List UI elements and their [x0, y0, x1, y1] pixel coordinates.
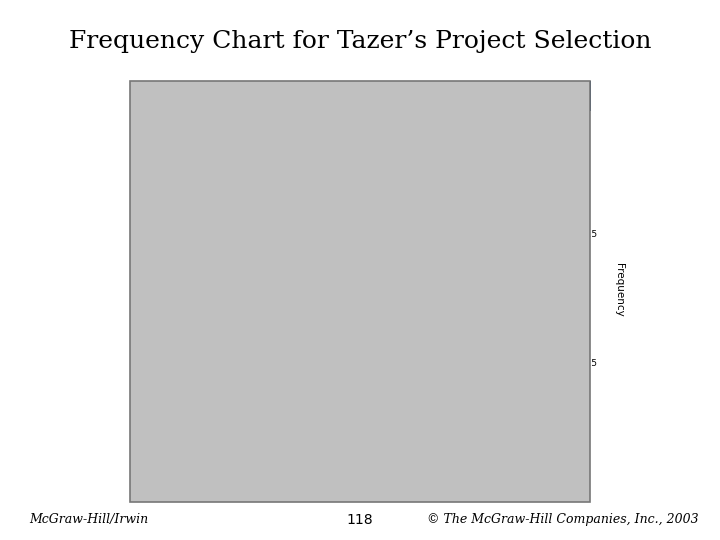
Text: 500 Trials: 500 Trials	[139, 134, 199, 144]
Text: ◄: ◄	[443, 471, 451, 482]
FancyBboxPatch shape	[364, 463, 420, 490]
Bar	[294, 424, 298, 427]
Bar	[246, 426, 251, 427]
Bar	[242, 426, 246, 427]
Bar	[290, 424, 294, 427]
Bar	[225, 426, 229, 427]
Text: Certainty: Certainty	[271, 471, 329, 482]
Bar	[233, 426, 238, 427]
Text: 100.00: 100.00	[179, 471, 218, 482]
Y-axis label: Probability: Probability	[135, 262, 145, 318]
Text: Edit: Edit	[143, 114, 163, 124]
Bar	[303, 426, 307, 427]
Text: View: View	[249, 114, 274, 124]
Text: McGraw-Hill/Irwin: McGraw-Hill/Irwin	[29, 514, 148, 526]
Bar	[217, 426, 220, 427]
Bar	[311, 426, 315, 427]
Bar	[230, 426, 233, 427]
Y-axis label: Frequency: Frequency	[614, 263, 624, 317]
FancyBboxPatch shape	[153, 463, 245, 490]
Text: Run: Run	[291, 114, 311, 124]
Bar	[307, 426, 311, 427]
Text: Forecast: Total profit: Forecast: Total profit	[141, 89, 281, 103]
Text: +Infinity: +Infinity	[498, 471, 545, 482]
FancyBboxPatch shape	[462, 463, 581, 490]
Bar	[299, 424, 302, 427]
Text: Frequency Chart: Frequency Chart	[305, 133, 415, 146]
Text: 1 Outlier: 1 Outlier	[526, 134, 581, 144]
Text: %: %	[429, 471, 440, 482]
Text: Help: Help	[333, 114, 356, 124]
Text: 65.20: 65.20	[377, 471, 408, 482]
Text: _ □ X: _ □ X	[540, 90, 567, 102]
Bar	[320, 426, 324, 427]
Bar	[286, 423, 289, 427]
Text: © The McGraw-Hill Companies, Inc., 2003: © The McGraw-Hill Companies, Inc., 2003	[427, 514, 698, 526]
Text: Mean = 510.83: Mean = 510.83	[320, 381, 395, 390]
X-axis label: $millions: $millions	[349, 448, 397, 457]
Text: 118: 118	[347, 512, 373, 526]
Bar	[333, 426, 336, 427]
Text: ►: ►	[139, 472, 148, 483]
Text: Preferences: Preferences	[189, 114, 251, 124]
Text: Frequency Chart for Tazer’s Project Selection: Frequency Chart for Tazer’s Project Sele…	[68, 30, 652, 53]
